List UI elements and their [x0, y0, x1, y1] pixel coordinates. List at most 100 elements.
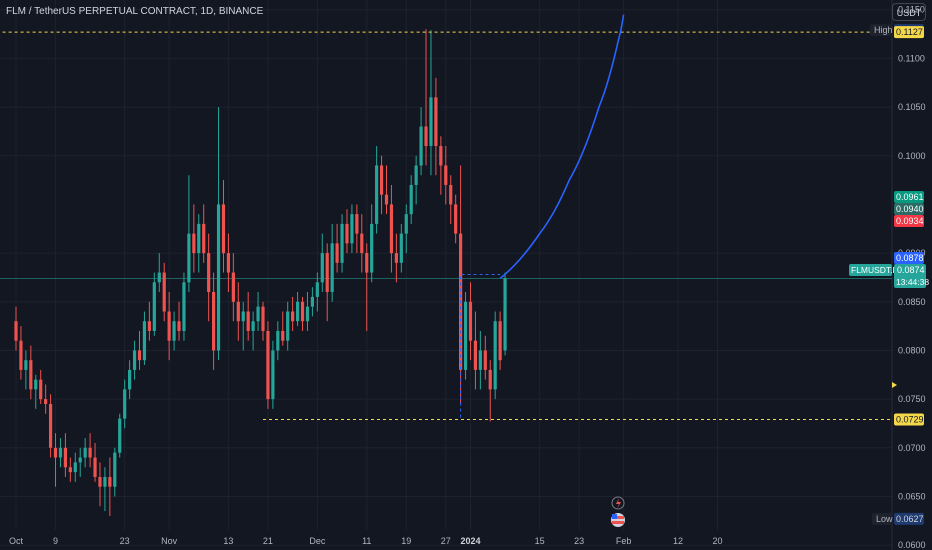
low-value: 0.0627: [896, 514, 924, 524]
candle-body: [58, 447, 63, 458]
x-tick-label: 19: [401, 536, 411, 546]
high-label-bg: [870, 24, 893, 37]
candle-body: [187, 233, 191, 283]
candle-body: [478, 350, 482, 370]
candle-body: [360, 233, 364, 254]
candle-body: [375, 165, 379, 224]
candle-body: [291, 311, 295, 322]
candle-body: [389, 204, 394, 254]
candle-body: [83, 447, 87, 458]
candle-body: [98, 476, 102, 487]
candle-body: [325, 253, 329, 293]
candle-body: [44, 399, 48, 404]
price-marker-bg: [894, 203, 924, 215]
candle-body: [231, 272, 235, 302]
candle-body: [48, 403, 53, 448]
alert-arrow-icon: [892, 382, 897, 388]
candle-body: [286, 311, 290, 341]
grid: [0, 0, 892, 546]
candle-body: [88, 447, 92, 458]
low-value-bg: [894, 512, 924, 525]
candle-body: [216, 204, 221, 351]
flag-stripe-icon: [612, 521, 624, 524]
candle-body: [449, 184, 453, 205]
flag-canton-icon: [612, 514, 617, 519]
high-label: High: [874, 25, 893, 35]
candle-body: [132, 350, 137, 370]
candle-body: [281, 330, 285, 341]
candle-body: [444, 165, 448, 185]
candle-body: [355, 214, 359, 234]
candle-body: [212, 292, 216, 351]
countdown-timer: 13:44:38: [896, 277, 929, 287]
candle-body: [152, 282, 156, 331]
x-tick-label: 23: [574, 536, 584, 546]
currency-button[interactable]: USDT: [892, 3, 926, 21]
x-tick-label: 9: [53, 536, 58, 546]
candle-body: [429, 97, 433, 147]
candles: [14, 29, 507, 516]
price-marker-bg: [894, 215, 924, 227]
candle-body: [192, 233, 196, 254]
x-tick-label: 11: [362, 536, 371, 546]
candle-body: [384, 194, 389, 205]
candle-body: [14, 321, 18, 341]
price-marker: 0.0961: [896, 192, 924, 202]
candle-body: [335, 243, 339, 263]
candle-body: [345, 223, 349, 244]
candle-body: [419, 126, 423, 166]
candle-body: [34, 379, 38, 390]
candle-body: [197, 223, 201, 254]
candle-body: [404, 214, 408, 234]
price-marker: 0.0940: [896, 204, 924, 214]
x-tick-label: Feb: [616, 536, 632, 546]
y-tick-label: 0.0750: [898, 394, 926, 404]
candle-body: [226, 253, 231, 273]
candle-body: [305, 306, 310, 322]
candle-body: [271, 350, 275, 400]
y-tick-label: 0.1150: [898, 5, 925, 15]
candle-body: [439, 146, 443, 166]
y-tick-label: 0.1050: [898, 102, 926, 112]
resistance-level-tag-bg: [894, 26, 924, 39]
support-level-tag: 0.0729: [896, 415, 924, 425]
projection-curve: [499, 14, 625, 280]
candle-body: [493, 321, 497, 390]
candle-body: [29, 360, 33, 390]
breakout-box: [460, 274, 501, 418]
low-label: Low: [876, 514, 893, 524]
candle-body: [128, 369, 132, 390]
candle-body: [256, 306, 260, 322]
candle-body: [221, 204, 226, 254]
candle-body: [39, 379, 43, 400]
x-tick-label: 15: [535, 536, 545, 546]
candle-body: [409, 184, 413, 215]
candle-body: [53, 447, 58, 458]
candle-body: [473, 340, 478, 370]
x-tick-label: Nov: [161, 536, 178, 546]
x-tick-label: Dec: [309, 536, 326, 546]
candle-body: [182, 282, 186, 331]
x-tick-label: 23: [120, 536, 130, 546]
candle-body: [162, 272, 166, 312]
candle-body: [394, 253, 398, 263]
current-price-tag-bg: [894, 264, 926, 288]
candle-body: [315, 282, 319, 297]
candle-body: [370, 223, 374, 273]
candle-body: [108, 476, 112, 487]
candle-body: [123, 389, 127, 419]
candle-body: [118, 418, 122, 453]
candle-body: [68, 467, 72, 473]
candle-body: [414, 165, 418, 185]
price-marker: 0.0934: [896, 216, 924, 226]
candle-body: [73, 462, 77, 473]
candle-body: [300, 301, 305, 322]
candle-body: [113, 452, 117, 487]
symbol-tag: FLMUSDT.P: [851, 265, 899, 275]
x-tick-label: 13: [223, 536, 233, 546]
candle-body: [157, 272, 161, 283]
x-tick-label: 12: [673, 536, 683, 546]
price-marker-bg: [894, 191, 924, 203]
candle-body: [350, 214, 354, 244]
